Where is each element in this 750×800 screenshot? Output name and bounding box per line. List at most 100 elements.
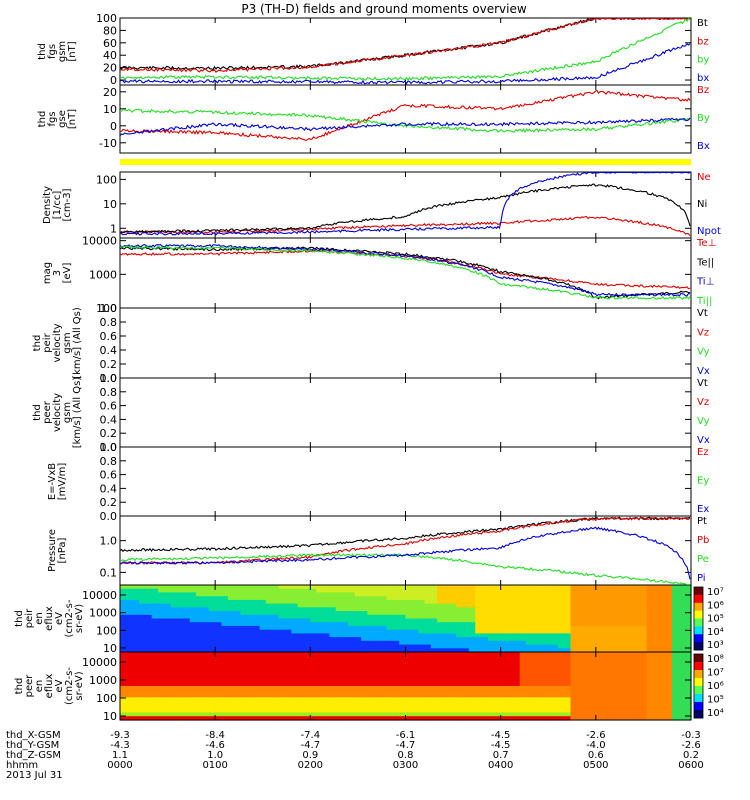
spec-cell (335, 652, 343, 657)
spec-cell (652, 599, 660, 605)
spec-cell (310, 648, 318, 653)
spec-cell (576, 682, 584, 687)
spec-cell (158, 622, 165, 627)
spec-cell (151, 670, 159, 676)
spec-cell (380, 640, 387, 646)
y-axis-label: eV (54, 679, 65, 692)
spec-cell (399, 689, 407, 695)
spec-cell (265, 596, 273, 601)
spec-cell (272, 618, 280, 623)
spec-cell (316, 712, 324, 717)
spec-cell (519, 640, 527, 646)
spec-cell (646, 622, 654, 627)
spec-cell (570, 633, 578, 638)
spec-cell (151, 716, 159, 721)
spec-cell (488, 659, 495, 664)
spec-cell (659, 618, 667, 623)
y-tick-label: 0.0 (100, 372, 118, 385)
spec-cell (672, 693, 679, 698)
spec-cell (329, 704, 337, 710)
spec-cell (621, 585, 629, 590)
spec-cell (335, 585, 343, 590)
spec-cell (430, 640, 438, 646)
spec-cell (304, 625, 311, 631)
spec-cell (456, 622, 464, 627)
spec-cell (621, 596, 629, 601)
spec-cell (545, 611, 552, 616)
spec-cell (285, 716, 292, 721)
spec-cell (189, 689, 197, 695)
spec-cell (564, 603, 571, 608)
series-pi (120, 526, 691, 580)
spec-cell (678, 682, 686, 687)
spec-cell (468, 712, 476, 717)
spec-cell (291, 686, 299, 691)
spec-cell (589, 592, 597, 597)
spec-cell (329, 611, 337, 616)
spec-cell (316, 588, 324, 593)
spec-cell (342, 678, 349, 683)
series-pe (120, 553, 690, 585)
spec-cell (494, 670, 502, 676)
spec-cell (538, 704, 546, 710)
spec-cell (392, 674, 400, 680)
spec-cell (627, 674, 635, 680)
spec-cell (526, 655, 533, 661)
spec-cell (532, 708, 540, 714)
spec-cell (488, 663, 495, 668)
spec-cell (488, 686, 495, 691)
y-axis-label: gsm (62, 402, 73, 423)
spec-cell (285, 678, 292, 683)
spec-cell (468, 686, 476, 691)
spec-cell (132, 625, 140, 631)
spec-cell (132, 704, 140, 710)
spec-cell (411, 611, 419, 616)
spec-cell (272, 633, 280, 638)
spec-cell (538, 585, 546, 590)
spec-cell (373, 652, 381, 657)
spec-cell (158, 596, 165, 601)
spec-cell (583, 655, 590, 661)
spec-cell (532, 674, 540, 680)
spec-cell (354, 592, 362, 597)
spec-cell (418, 708, 426, 714)
spec-cell (678, 708, 686, 714)
y-tick-label: 0.8 (100, 386, 118, 399)
spec-cell (373, 704, 381, 710)
spec-cell (507, 614, 514, 620)
spec-cell (158, 716, 165, 721)
spec-cell (304, 607, 311, 612)
spec-cell (621, 701, 629, 706)
spec-cell (602, 644, 610, 649)
spec-cell (221, 618, 229, 623)
spec-cell (545, 693, 552, 698)
spec-cell (456, 599, 464, 605)
spec-cell (215, 596, 223, 601)
spec-cell (227, 629, 235, 634)
spec-cell (481, 637, 489, 642)
spec-cell (361, 637, 368, 642)
spec-cell (640, 655, 648, 661)
spec-cell (202, 686, 210, 691)
spec-cell (494, 607, 502, 612)
spec-cell (323, 716, 330, 721)
spec-cell (329, 648, 337, 653)
spec-cell (202, 697, 210, 702)
spec-cell (494, 697, 502, 702)
spec-cell (672, 678, 679, 683)
spec-cell (259, 716, 267, 721)
spec-cell (456, 585, 464, 590)
spec-cell (481, 678, 489, 683)
spec-cell (132, 614, 140, 620)
spec-cell (380, 667, 387, 672)
spec-cell (373, 599, 381, 605)
spec-cell (411, 629, 419, 634)
x-row-value: -2.6 (586, 730, 606, 741)
spec-cell (158, 599, 165, 605)
spec-cell (361, 588, 368, 593)
spec-cell (621, 693, 629, 698)
spec-cell (519, 674, 527, 680)
spec-cell (234, 712, 242, 717)
spec-cell (253, 633, 261, 638)
spec-cell (424, 611, 432, 616)
